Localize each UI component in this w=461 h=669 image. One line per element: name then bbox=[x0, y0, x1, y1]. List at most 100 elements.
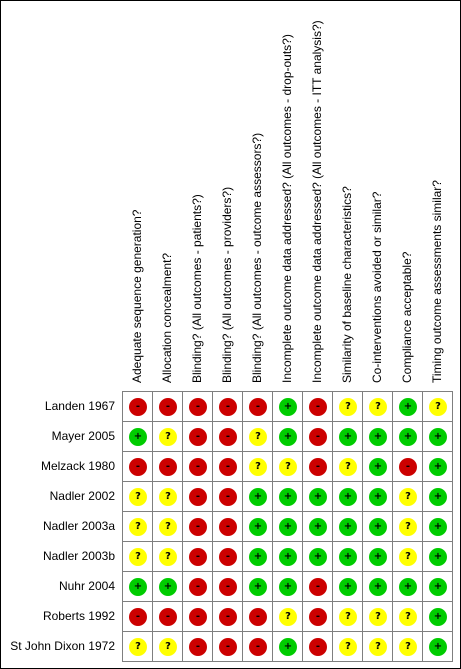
column-header: Co-interventions avoided or similar? bbox=[370, 191, 384, 383]
rating-unclear-icon: ? bbox=[279, 458, 297, 476]
rating-cell: - bbox=[303, 392, 333, 422]
rating-cell: + bbox=[393, 572, 423, 602]
rating-low-icon: + bbox=[429, 518, 447, 536]
rating-cell: - bbox=[213, 452, 243, 482]
rating-cell: - bbox=[183, 422, 213, 452]
rating-cell: + bbox=[363, 572, 393, 602]
rating-high-icon: - bbox=[399, 458, 417, 476]
rating-unclear-icon: ? bbox=[249, 428, 267, 446]
rating-cell: + bbox=[303, 542, 333, 572]
rating-cell: - bbox=[303, 572, 333, 602]
rating-cell: ? bbox=[123, 482, 153, 512]
rating-cell: - bbox=[213, 632, 243, 662]
rating-cell: ? bbox=[153, 542, 183, 572]
rating-cell: - bbox=[183, 452, 213, 482]
rating-unclear-icon: ? bbox=[249, 458, 267, 476]
rating-low-icon: + bbox=[429, 428, 447, 446]
rating-cell: + bbox=[333, 542, 363, 572]
rating-cell: - bbox=[123, 452, 153, 482]
rating-low-icon: + bbox=[159, 578, 177, 596]
rating-high-icon: - bbox=[309, 428, 327, 446]
rating-high-icon: - bbox=[189, 488, 207, 506]
rating-unclear-icon: ? bbox=[339, 638, 357, 656]
rating-high-icon: - bbox=[189, 398, 207, 416]
rating-unclear-icon: ? bbox=[129, 518, 147, 536]
rating-cell: + bbox=[273, 632, 303, 662]
rating-cell: + bbox=[363, 452, 393, 482]
rating-cell: + bbox=[273, 512, 303, 542]
rating-low-icon: + bbox=[249, 548, 267, 566]
rating-cell: - bbox=[393, 452, 423, 482]
rating-low-icon: + bbox=[249, 578, 267, 596]
rating-cell: + bbox=[243, 512, 273, 542]
rating-cell: + bbox=[423, 572, 453, 602]
rating-cell: - bbox=[213, 422, 243, 452]
rating-cell: - bbox=[183, 632, 213, 662]
rating-cell: + bbox=[393, 392, 423, 422]
rating-high-icon: - bbox=[189, 458, 207, 476]
rating-unclear-icon: ? bbox=[129, 548, 147, 566]
rating-cell: + bbox=[423, 602, 453, 632]
rating-high-icon: - bbox=[309, 638, 327, 656]
rating-cell: + bbox=[243, 572, 273, 602]
rating-cell: ? bbox=[243, 422, 273, 452]
study-label: Roberts 1992 bbox=[42, 609, 115, 623]
rating-cell: - bbox=[123, 392, 153, 422]
rating-low-icon: + bbox=[399, 578, 417, 596]
rating-high-icon: - bbox=[189, 518, 207, 536]
rating-cell: ? bbox=[333, 632, 363, 662]
rating-unclear-icon: ? bbox=[129, 638, 147, 656]
column-header: Allocation concealment? bbox=[160, 252, 174, 383]
rating-cell: - bbox=[303, 602, 333, 632]
rating-low-icon: + bbox=[339, 518, 357, 536]
rating-unclear-icon: ? bbox=[399, 608, 417, 626]
rating-low-icon: + bbox=[399, 398, 417, 416]
rating-high-icon: - bbox=[189, 638, 207, 656]
column-header: Blinding? (All outcomes - outcome assess… bbox=[250, 132, 264, 383]
column-header: Timing outcome assessments similar? bbox=[430, 180, 444, 383]
rating-unclear-icon: ? bbox=[159, 638, 177, 656]
rating-cell: ? bbox=[393, 602, 423, 632]
rating-low-icon: + bbox=[279, 548, 297, 566]
rating-cell: ? bbox=[273, 452, 303, 482]
study-label: Landen 1967 bbox=[44, 399, 115, 413]
rating-cell: + bbox=[363, 482, 393, 512]
rating-cell: + bbox=[123, 572, 153, 602]
rating-cell: + bbox=[423, 632, 453, 662]
rating-low-icon: + bbox=[279, 398, 297, 416]
rating-high-icon: - bbox=[189, 608, 207, 626]
rating-cell: - bbox=[213, 542, 243, 572]
rating-high-icon: - bbox=[309, 398, 327, 416]
rating-cell: - bbox=[183, 512, 213, 542]
rating-cell: ? bbox=[123, 542, 153, 572]
rating-cell: + bbox=[273, 482, 303, 512]
rating-cell: ? bbox=[393, 512, 423, 542]
study-label: Nadler 2002 bbox=[49, 489, 115, 503]
rating-high-icon: - bbox=[159, 608, 177, 626]
study-label: St John Dixon 1972 bbox=[10, 639, 115, 653]
rating-low-icon: + bbox=[369, 458, 387, 476]
rating-cell: + bbox=[273, 392, 303, 422]
rating-high-icon: - bbox=[129, 608, 147, 626]
rating-cell: + bbox=[303, 482, 333, 512]
rating-cell: ? bbox=[363, 392, 393, 422]
rating-low-icon: + bbox=[279, 638, 297, 656]
risk-of-bias-grid: - - - - - + -?? +? +? - -? + - + + + + - - - -?? -? + - +?? - - + + +… bbox=[122, 391, 453, 662]
rating-cell: - bbox=[183, 602, 213, 632]
column-header: Incomplete outcome data addressed? (All … bbox=[280, 34, 294, 383]
rating-cell: - bbox=[213, 572, 243, 602]
study-label: Nadler 2003a bbox=[42, 519, 115, 533]
rating-high-icon: - bbox=[159, 398, 177, 416]
rating-unclear-icon: ? bbox=[129, 488, 147, 506]
column-header: Similarity of baseline characteristics? bbox=[340, 186, 354, 383]
rating-high-icon: - bbox=[159, 458, 177, 476]
rating-cell: + bbox=[333, 422, 363, 452]
rating-cell: + bbox=[333, 572, 363, 602]
rating-low-icon: + bbox=[369, 518, 387, 536]
rating-cell: + bbox=[303, 512, 333, 542]
rating-high-icon: - bbox=[219, 428, 237, 446]
rating-cell: ? bbox=[363, 602, 393, 632]
rating-high-icon: - bbox=[219, 488, 237, 506]
rating-cell: ? bbox=[393, 632, 423, 662]
